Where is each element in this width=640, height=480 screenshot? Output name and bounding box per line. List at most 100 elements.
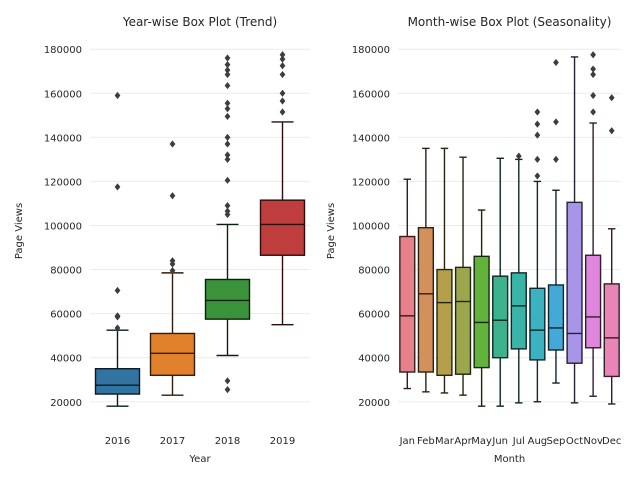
x-tick-label: Jul <box>512 436 525 447</box>
outlier-point <box>224 151 231 159</box>
outlier-point <box>553 155 559 163</box>
outlier-point <box>590 70 597 79</box>
box-aug <box>529 287 546 361</box>
chart-title-year: Year-wise Box Plot (Trend) <box>122 15 277 29</box>
y-ticks-year: 20000 40000 60000 80000 100000 120000 140000 16… <box>44 45 82 409</box>
y-tick-label: 80000 <box>358 266 390 277</box>
box-sep <box>547 284 565 351</box>
box-jun <box>492 275 509 359</box>
box-may <box>473 255 490 369</box>
x-tick-label: Sep <box>547 436 566 447</box>
outlier-point <box>114 91 121 100</box>
y-axis-label-year: Page Views <box>14 203 25 259</box>
x-tick-label: Jun <box>491 436 508 447</box>
outlier-point <box>553 118 559 126</box>
outlier-point <box>224 155 231 163</box>
y-tick-label: 160000 <box>44 89 82 100</box>
x-ticks-year: 2016 2017 2018 2019 <box>105 436 295 447</box>
x-tick-label: 2018 <box>215 436 240 447</box>
outlier-point <box>224 70 231 79</box>
y-tick-label: 180000 <box>352 45 390 56</box>
outlier-point <box>534 108 541 116</box>
outlier-point <box>224 140 231 148</box>
box-2017 <box>149 332 196 377</box>
outlier-point <box>279 108 286 116</box>
outlier-point <box>608 127 615 135</box>
y-ticks-month: 20000 40000 60000 80000 100000 120000 140000 16… <box>352 45 390 409</box>
outlier-point <box>608 94 615 102</box>
y-tick-label: 120000 <box>44 177 82 188</box>
outlier-point <box>224 66 231 74</box>
box-feb <box>417 226 435 373</box>
y-tick-label: 80000 <box>50 266 82 277</box>
outlier-point <box>279 89 286 97</box>
outlier-point <box>279 51 286 59</box>
month-wise-panel: 20000 40000 60000 80000 100000 120000 140000 16… <box>326 15 621 465</box>
y-tick-label: 140000 <box>44 133 82 144</box>
box-dec <box>603 283 620 378</box>
y-tick-label: 100000 <box>352 221 390 232</box>
box-2018 <box>204 278 251 320</box>
y-axis-label-month: Page Views <box>326 203 337 259</box>
y-tick-label: 40000 <box>50 354 82 365</box>
chart-title-month: Month-wise Box Plot (Seasonality) <box>408 15 612 29</box>
x-tick-label: 2017 <box>160 436 185 447</box>
outlier-point <box>114 324 121 332</box>
outlier-point <box>224 54 231 62</box>
box-apr <box>454 266 472 375</box>
y-tick-label: 120000 <box>352 177 390 188</box>
y-tick-label: 60000 <box>358 310 390 321</box>
y-tick-label: 20000 <box>358 398 390 409</box>
outlier-point <box>590 91 597 100</box>
outlier-point <box>279 70 286 79</box>
box-jan <box>399 235 416 373</box>
box-2016 <box>94 368 141 395</box>
outlier-point <box>224 377 231 385</box>
x-ticks-month: Jan Feb Mar Apr May Jun Jul Aug Sep Oct Nov Dec <box>399 436 622 447</box>
outlier-point <box>279 97 286 105</box>
outlier-point <box>515 152 522 160</box>
plot-area-month <box>398 36 621 426</box>
outlier-point <box>114 286 121 295</box>
outlier-point <box>224 99 231 107</box>
outlier-point <box>224 112 231 121</box>
outlier-point <box>169 140 176 148</box>
x-tick-label: Feb <box>417 436 435 447</box>
outlier-point <box>590 51 597 59</box>
x-tick-label: 2019 <box>270 436 295 447</box>
box-jul <box>510 272 527 350</box>
box-2019 <box>259 199 306 256</box>
outlier-point <box>590 108 597 116</box>
x-tick-label: Apr <box>454 436 472 447</box>
outlier-point <box>114 183 121 191</box>
y-tick-label: 40000 <box>358 354 390 365</box>
outlier-point <box>224 81 231 90</box>
box-nov <box>584 254 602 349</box>
outlier-point <box>279 55 286 63</box>
outlier-point <box>224 386 231 394</box>
outlier-point <box>534 172 541 180</box>
x-tick-label: May <box>471 436 492 447</box>
outlier-point <box>279 62 286 70</box>
outlier-point <box>224 207 231 215</box>
box-oct <box>566 201 583 364</box>
x-tick-label: Aug <box>528 436 548 447</box>
outlier-point <box>169 257 176 265</box>
outlier-point <box>534 155 541 163</box>
boxes-month <box>399 51 620 407</box>
x-tick-label: Nov <box>583 436 603 447</box>
outlier-point <box>224 105 231 113</box>
x-tick-label: Dec <box>602 436 621 447</box>
box-mar <box>436 268 453 377</box>
x-tick-label: Jan <box>399 436 415 447</box>
outlier-point <box>224 176 231 184</box>
y-tick-label: 160000 <box>352 89 390 100</box>
x-axis-label-month: Month <box>494 454 525 465</box>
outlier-point <box>224 202 231 210</box>
outlier-point <box>224 61 231 69</box>
gridlines-year <box>90 48 310 403</box>
y-tick-label: 140000 <box>352 133 390 144</box>
outlier-point <box>169 267 176 275</box>
outlier-point <box>169 192 176 200</box>
